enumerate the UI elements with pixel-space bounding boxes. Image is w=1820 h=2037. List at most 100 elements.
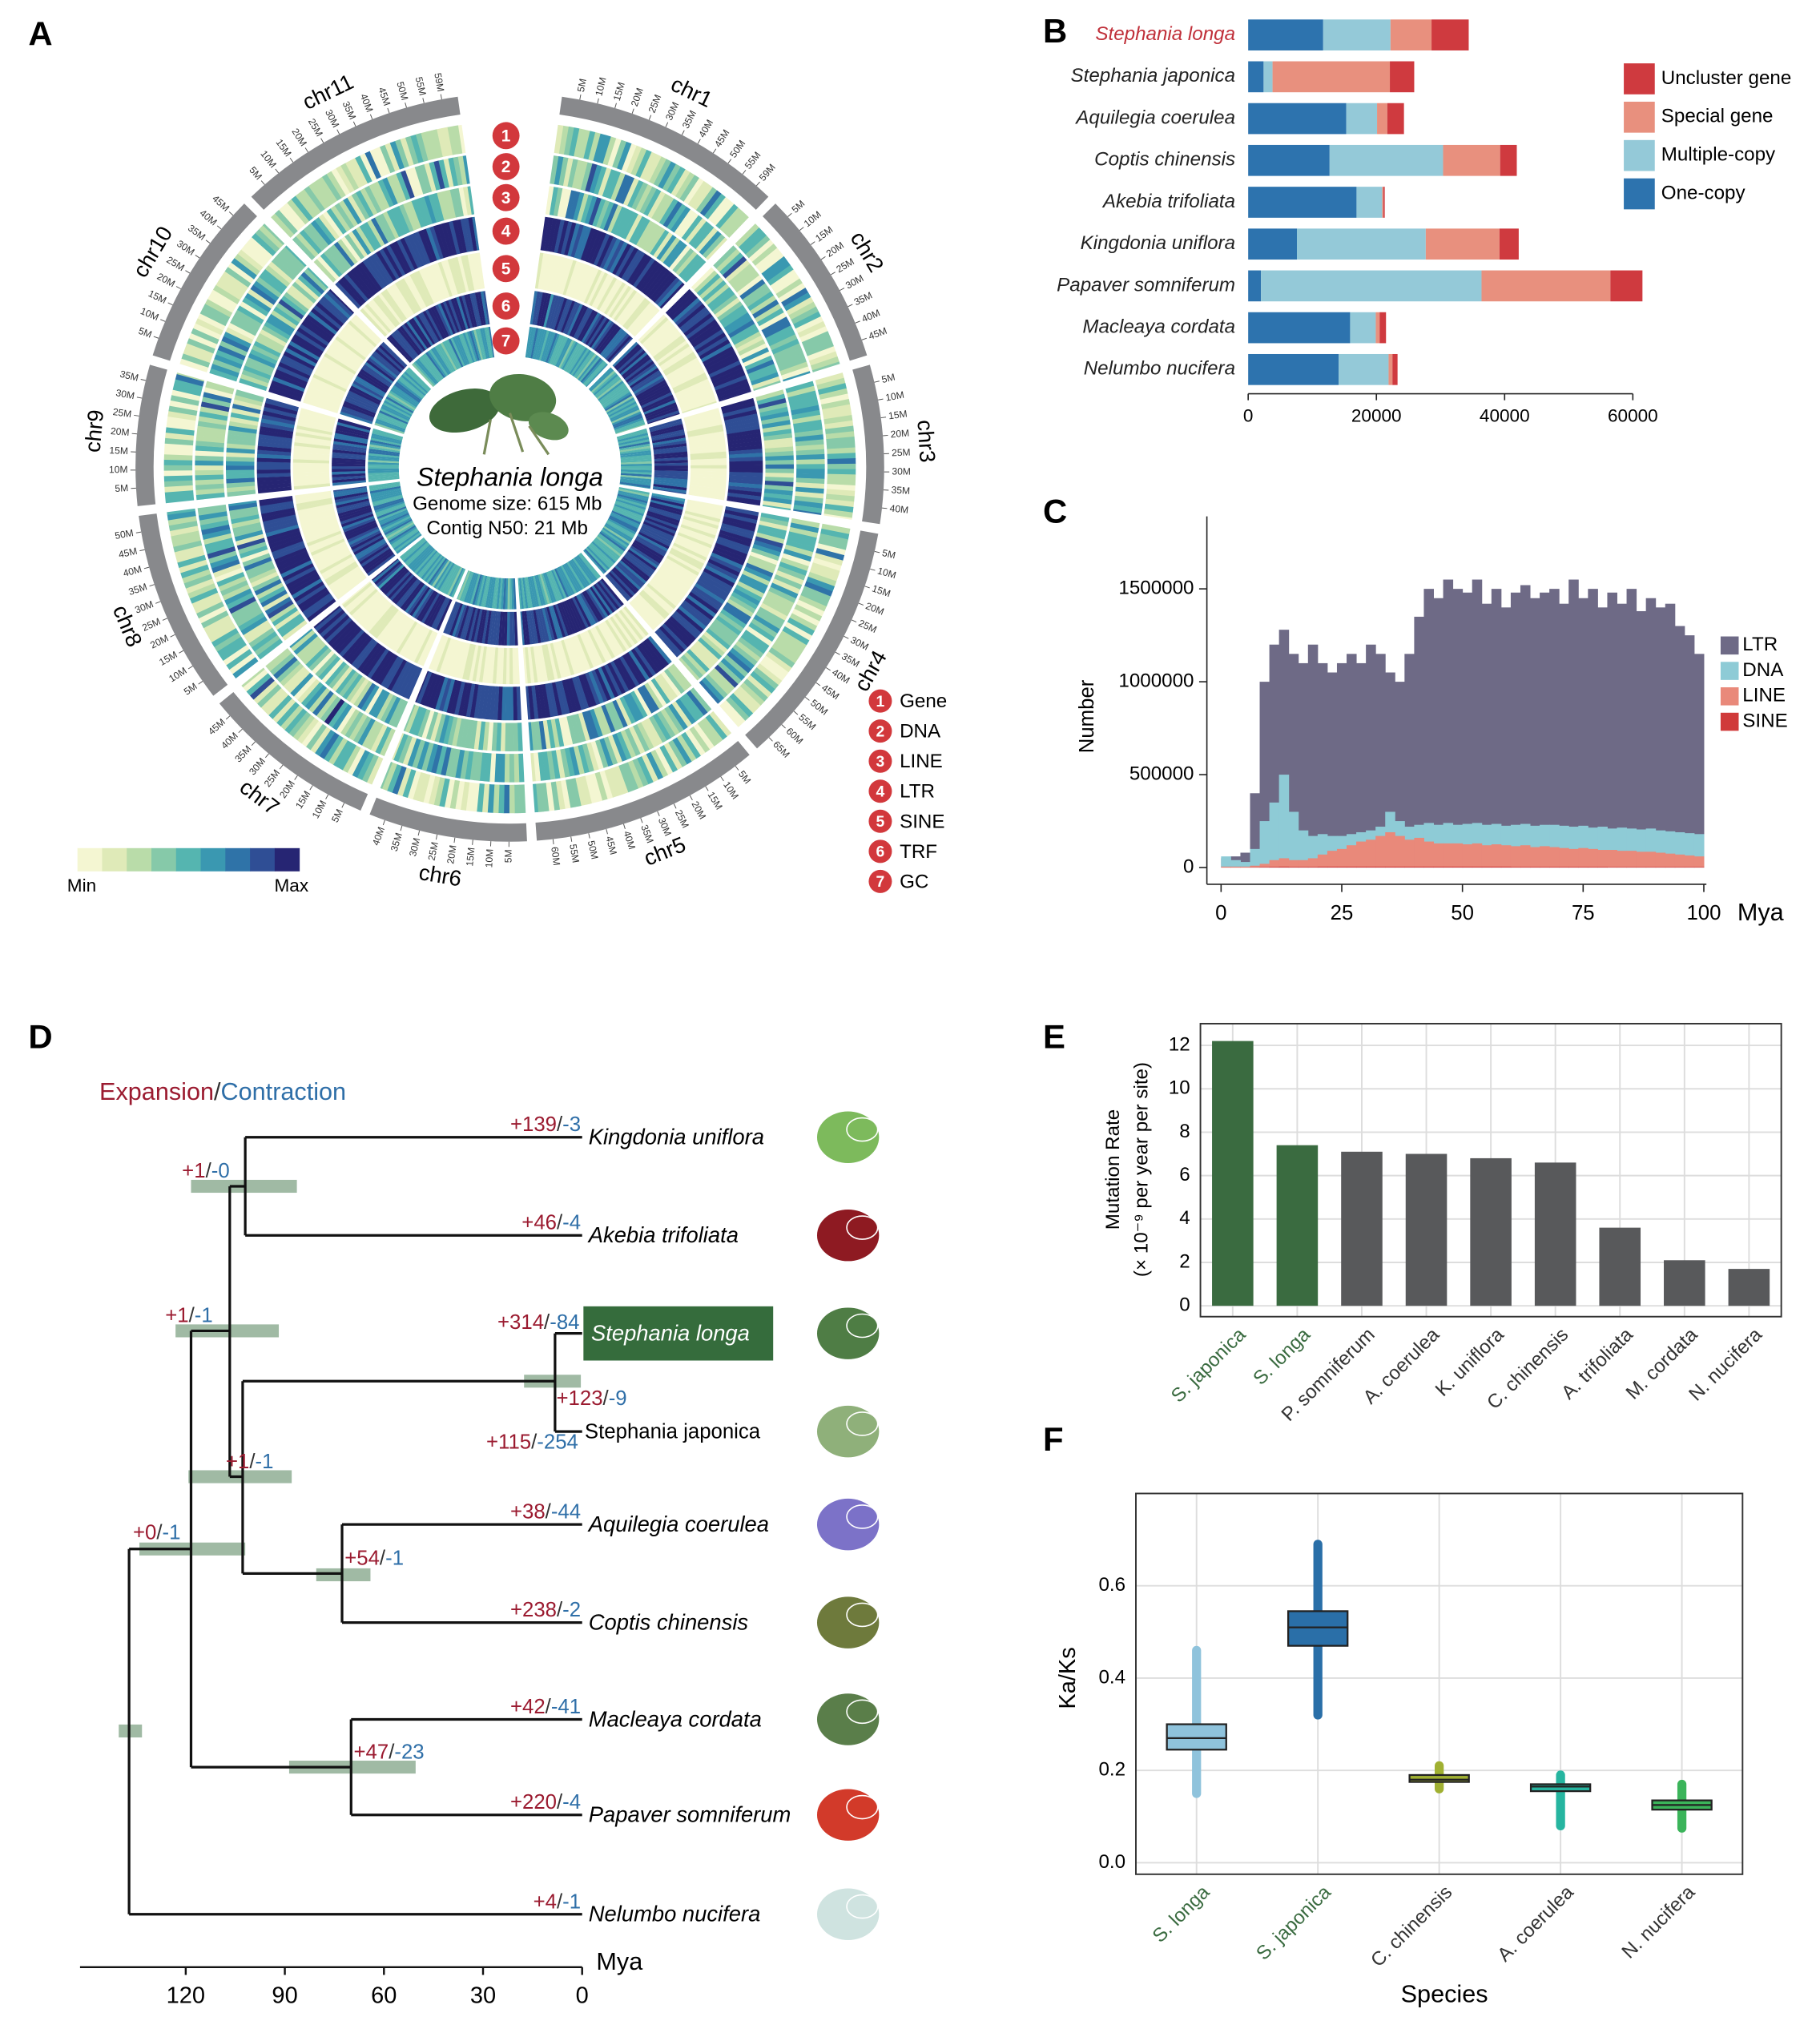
heat-cell [349,678,369,705]
heat-cell [360,545,390,567]
heat-cell [316,301,344,327]
heat-cell [393,733,409,763]
heat-cell [509,648,513,685]
histogram-bar [1665,853,1676,868]
heat-cell [628,726,646,755]
chromosome-tick-label: 15M [871,583,892,600]
heat-cell [752,543,781,558]
heat-cell [601,529,629,549]
separator: / [546,1500,552,1523]
heat-cell [729,457,763,462]
heat-cell [767,264,794,286]
heat-cell [419,553,441,578]
heat-cell [296,500,333,511]
heat-cell [379,248,400,280]
chromosome-tick [405,102,407,108]
histogram-bar [1665,603,1676,868]
heat-cell [372,350,401,375]
heat-cell [292,333,324,355]
heat-cell [370,487,401,496]
heat-cell [588,197,602,226]
histogram-bar [1568,848,1579,868]
heat-cell [723,513,758,525]
bar-segment [1248,61,1264,93]
heat-cell [375,420,405,433]
heat-cell [477,252,485,289]
heat-cell [295,490,332,497]
heat-cell [538,292,549,327]
heat-cell [456,296,469,330]
heat-cell [308,647,332,671]
heat-cell [755,532,785,545]
heat-cell [411,232,428,266]
heat-cell [334,433,368,442]
chromosome-tick [835,651,840,655]
histogram-bar [1423,841,1434,868]
histogram-bar [1278,775,1290,868]
heat-cell [352,315,381,344]
heat-cell [255,228,280,253]
heat-cell [256,469,291,474]
heat-cell [610,405,639,421]
heat-cell [243,365,272,380]
heat-cell [700,342,732,363]
heat-cell [496,723,502,751]
heat-cell [308,533,343,550]
track-number: 7 [501,332,511,351]
heat-cell [457,570,471,601]
heat-cell [305,314,336,338]
heat-cell [202,303,231,322]
histogram-bar [1530,867,1540,868]
heat-cell [760,411,790,421]
heat-cell [481,576,489,607]
chromosome-tick [309,785,313,791]
heat-cell [376,346,404,372]
chromosome-tick-label: 45M [819,682,841,702]
heat-cell [307,598,336,622]
plant-icon [528,412,569,441]
heat-cell [824,420,854,430]
histogram-bar [1597,850,1608,868]
heat-cell [284,708,308,734]
histogram-bar [1510,592,1521,868]
heat-cell [392,733,405,760]
heat-cell [332,666,353,692]
heat-cell [347,747,365,775]
chromosome-tick-label: 30M [663,100,682,122]
heat-cell [260,501,294,510]
heat-cell [228,421,258,430]
heat-cell [444,602,459,634]
heat-cell [608,571,634,598]
heat-cell [720,397,755,411]
heat-cell [667,553,702,574]
heat-cell [727,215,749,238]
y-tick-label: 8 [1179,1121,1190,1142]
heat-cell [260,328,287,347]
heat-cell [352,750,370,778]
heat-cell [248,627,276,648]
heat-cell [296,635,321,658]
heat-cell [406,275,427,309]
y-axis-label: Mutation Rate [1102,1109,1124,1230]
heat-cell [400,137,414,167]
heat-cell [635,149,652,179]
heat-cell [759,312,787,331]
heat-cell [681,521,717,536]
heat-cell [636,220,654,248]
heat-cell [336,626,362,654]
heat-cell [505,648,510,685]
heat-cell [363,221,382,249]
heat-cell [824,425,854,435]
heat-cell [230,412,260,422]
heat-cell [385,570,411,598]
heat-cell [348,388,381,405]
heat-cell [417,773,431,803]
heat-cell [727,433,762,441]
chromosome-tick-label: 15M [147,288,168,306]
heat-cell [453,297,467,331]
heat-cell [260,504,295,514]
heat-cell [355,376,386,396]
heat-cell [444,340,461,369]
heat-cell [677,532,713,549]
